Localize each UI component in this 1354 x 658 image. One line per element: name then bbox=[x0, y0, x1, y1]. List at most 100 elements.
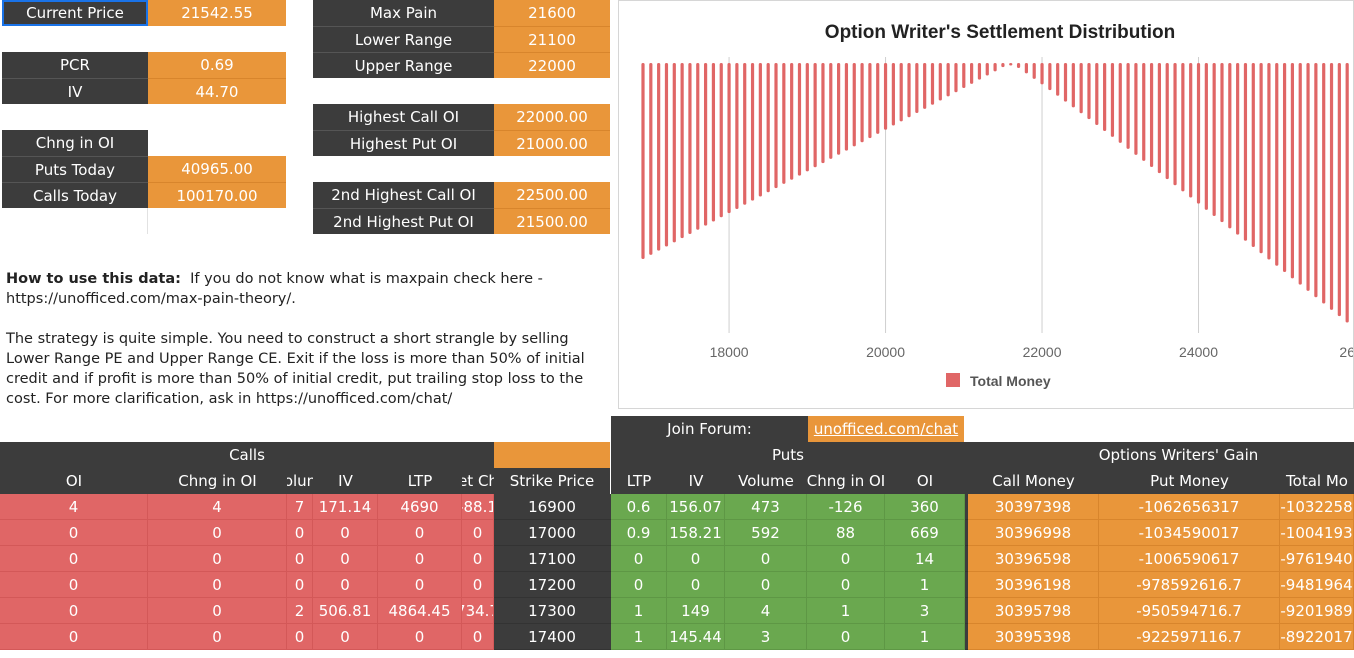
chart-bar[interactable] bbox=[1103, 63, 1107, 131]
table-cell[interactable]: 0 bbox=[0, 520, 148, 546]
table-cell[interactable]: 88 bbox=[807, 520, 885, 546]
chart-bar[interactable] bbox=[844, 63, 849, 151]
chart-bar[interactable] bbox=[993, 63, 997, 72]
lower-range-value[interactable]: 21100 bbox=[494, 26, 610, 52]
table-cell[interactable]: 30396598 bbox=[968, 546, 1099, 572]
table-cell[interactable]: 1 bbox=[885, 572, 965, 598]
chart-bar[interactable] bbox=[1095, 63, 1099, 126]
chart-bar[interactable] bbox=[946, 63, 950, 97]
chart-bar[interactable] bbox=[703, 63, 708, 226]
column-header[interactable]: LTP bbox=[611, 468, 667, 494]
chart-bar[interactable] bbox=[696, 63, 700, 230]
highest-call-oi-value[interactable]: 22000.00 bbox=[494, 104, 610, 130]
second-put-oi-label[interactable]: 2nd Highest Put OI bbox=[313, 208, 494, 234]
table-cell[interactable]: 149 bbox=[667, 598, 725, 624]
table-cell[interactable]: 30396198 bbox=[968, 572, 1099, 598]
iv-label[interactable]: IV bbox=[2, 78, 148, 104]
table-cell[interactable]: 0 bbox=[611, 546, 667, 572]
chart-bar[interactable] bbox=[1290, 63, 1295, 279]
table-cell[interactable]: 473 bbox=[725, 494, 807, 520]
chart-bar[interactable] bbox=[930, 63, 935, 105]
chart-bar[interactable] bbox=[977, 63, 982, 80]
iv-value[interactable]: 44.70 bbox=[148, 78, 286, 104]
chart-bar[interactable] bbox=[735, 63, 739, 209]
chart-bar[interactable] bbox=[1314, 63, 1318, 298]
table-cell[interactable]: 3 bbox=[885, 598, 965, 624]
table-cell[interactable]: 17300 bbox=[494, 598, 610, 624]
second-call-oi-label[interactable]: 2nd Highest Call OI bbox=[313, 182, 494, 208]
chart-bar[interactable] bbox=[641, 63, 645, 259]
column-header[interactable]: IV bbox=[313, 468, 378, 494]
chart-bar[interactable] bbox=[711, 63, 716, 222]
table-cell[interactable]: -950594716.7 bbox=[1099, 598, 1280, 624]
table-cell[interactable]: 0 bbox=[462, 520, 494, 546]
table-cell[interactable]: 0.9 bbox=[611, 520, 667, 546]
table-cell[interactable]: 506.81 bbox=[313, 598, 378, 624]
table-cell[interactable]: 30396998 bbox=[968, 520, 1099, 546]
table-cell[interactable]: 0.6 bbox=[611, 494, 667, 520]
chart-bar[interactable] bbox=[688, 63, 692, 234]
table-cell[interactable]: 0 bbox=[287, 546, 313, 572]
table-cell[interactable]: 0 bbox=[807, 624, 885, 650]
table-cell[interactable]: 0 bbox=[313, 546, 378, 572]
chart-bar[interactable] bbox=[1110, 63, 1115, 137]
column-header[interactable]: OI bbox=[0, 468, 148, 494]
chart-bar[interactable] bbox=[664, 63, 669, 247]
table-cell[interactable]: -126 bbox=[807, 494, 885, 520]
chart-bar[interactable] bbox=[680, 63, 684, 239]
table-cell[interactable]: 0 bbox=[725, 572, 807, 598]
chart-bar[interactable] bbox=[1165, 63, 1169, 180]
chart-bar[interactable] bbox=[1275, 63, 1279, 266]
chart-bar[interactable] bbox=[774, 63, 778, 189]
table-cell[interactable]: 0 bbox=[725, 546, 807, 572]
chart-bar[interactable] bbox=[891, 63, 895, 126]
chart-bar[interactable] bbox=[837, 63, 841, 155]
table-cell[interactable]: 4 bbox=[148, 494, 287, 520]
table-cell[interactable]: 0 bbox=[148, 572, 287, 598]
chart-bar[interactable] bbox=[797, 63, 802, 176]
chart-bar[interactable] bbox=[1329, 63, 1334, 310]
chart-bar[interactable] bbox=[727, 63, 731, 214]
table-cell[interactable]: 0 bbox=[378, 520, 462, 546]
column-header[interactable]: Put Money bbox=[1099, 468, 1280, 494]
second-call-oi-value[interactable]: 22500.00 bbox=[494, 182, 610, 208]
table-cell[interactable]: 0 bbox=[378, 572, 462, 598]
chart-bar[interactable] bbox=[829, 63, 833, 159]
table-cell[interactable]: 0 bbox=[462, 546, 494, 572]
table-cell[interactable]: 0 bbox=[148, 520, 287, 546]
chart-bar[interactable] bbox=[1345, 63, 1349, 323]
chart-bar[interactable] bbox=[743, 63, 747, 205]
chart-bar[interactable] bbox=[938, 63, 942, 101]
column-header[interactable]: olun bbox=[287, 468, 313, 494]
chart-bar[interactable] bbox=[649, 63, 653, 255]
chart-bar[interactable] bbox=[1063, 63, 1068, 102]
max-pain-value[interactable]: 21600 bbox=[494, 0, 610, 26]
table-cell[interactable]: 0 bbox=[462, 624, 494, 650]
table-cell[interactable]: 3 bbox=[725, 624, 807, 650]
forum-link[interactable]: unofficed.com/chat bbox=[813, 420, 959, 438]
table-cell[interactable]: 0 bbox=[611, 572, 667, 598]
table-cell[interactable]: 592 bbox=[725, 520, 807, 546]
table-cell[interactable]: -1062656317 bbox=[1099, 494, 1280, 520]
chart-bar[interactable] bbox=[883, 63, 888, 130]
chart-bar[interactable] bbox=[985, 63, 989, 76]
table-cell[interactable]: 0 bbox=[378, 546, 462, 572]
chart-bar[interactable] bbox=[860, 63, 864, 143]
chart-bar[interactable] bbox=[1322, 63, 1326, 304]
table-cell[interactable]: 171.14 bbox=[313, 494, 378, 520]
table-cell[interactable]: 0 bbox=[313, 624, 378, 650]
chart-bar[interactable] bbox=[1149, 63, 1154, 167]
table-cell[interactable]: 0 bbox=[462, 572, 494, 598]
table-cell[interactable]: 1 bbox=[611, 624, 667, 650]
chart-bar[interactable] bbox=[1259, 63, 1263, 254]
chart-bar[interactable] bbox=[1142, 63, 1146, 161]
chart-bar[interactable] bbox=[1157, 63, 1161, 174]
second-put-oi-value[interactable]: 21500.00 bbox=[494, 208, 610, 234]
legend-label[interactable]: Total Money bbox=[970, 373, 1051, 389]
chart-bar[interactable] bbox=[1009, 63, 1013, 66]
table-cell[interactable]: 158.21 bbox=[667, 520, 725, 546]
table-cell[interactable]: 7 bbox=[287, 494, 313, 520]
column-header[interactable]: Volume bbox=[725, 468, 807, 494]
table-cell[interactable]: 0 bbox=[287, 572, 313, 598]
upper-range-value[interactable]: 22000 bbox=[494, 52, 610, 78]
